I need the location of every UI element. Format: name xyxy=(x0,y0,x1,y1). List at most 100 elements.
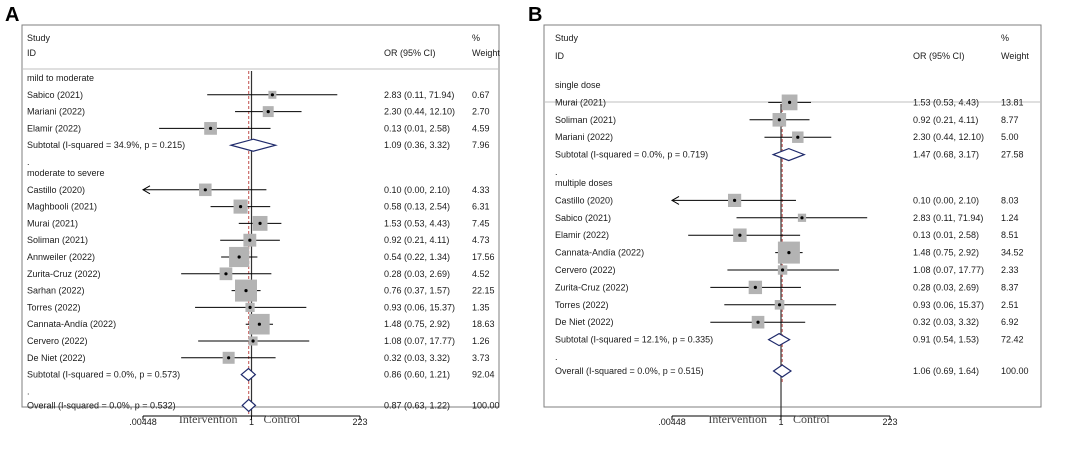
study-id: Castillo (2020) xyxy=(27,185,85,195)
x-tick-label: .00448 xyxy=(658,417,686,427)
study-weight: 34.52 xyxy=(1001,248,1024,258)
study-or-ci: 1.48 (0.75, 2.92) xyxy=(384,319,450,329)
study-weight: 13.81 xyxy=(1001,97,1024,107)
study-id: Sabico (2021) xyxy=(27,90,83,100)
subtotal-label: Subtotal (I-squared = 0.0%, p = 0.573) xyxy=(27,370,180,380)
subtotal-label: Subtotal (I-squared = 12.1%, p = 0.335) xyxy=(555,335,713,345)
study-point-estimate xyxy=(787,251,791,255)
study-point-estimate xyxy=(270,93,274,97)
study-or-ci: 1.53 (0.53, 4.43) xyxy=(913,97,979,107)
study-or-ci: 0.32 (0.03, 3.32) xyxy=(913,317,979,327)
study-id: Maghbooli (2021) xyxy=(27,202,97,212)
header-id: ID xyxy=(555,51,565,61)
header-percent: % xyxy=(472,33,480,43)
subtotal-weight: 92.04 xyxy=(472,370,495,380)
header-study: Study xyxy=(555,33,579,43)
panel-letter-a: A xyxy=(5,4,19,26)
study-id: Elamir (2022) xyxy=(555,230,609,240)
header-weight: Weight xyxy=(472,48,500,58)
subtotal-diamond xyxy=(228,138,278,152)
study-id: Castillo (2020) xyxy=(555,195,613,205)
subtotal-diamond xyxy=(771,147,806,162)
spacer-dot: . xyxy=(555,352,558,362)
subtotal-or-ci: 0.86 (0.60, 1.21) xyxy=(384,370,450,380)
study-weight: 5.00 xyxy=(1001,132,1019,142)
study-id: Zurita-Cruz (2022) xyxy=(27,269,101,279)
study-point-estimate xyxy=(227,356,231,360)
subtotal-label: Subtotal (I-squared = 34.9%, p = 0.215) xyxy=(27,140,185,150)
study-weight: 18.63 xyxy=(472,319,495,329)
header-weight: Weight xyxy=(1001,51,1029,61)
study-point-estimate xyxy=(248,305,252,309)
study-or-ci: 0.76 (0.37, 1.57) xyxy=(384,286,450,296)
study-point-estimate xyxy=(248,238,252,242)
study-point-estimate xyxy=(203,188,207,192)
study-or-ci: 0.92 (0.21, 4.11) xyxy=(384,235,449,245)
study-weight: 8.03 xyxy=(1001,195,1019,205)
study-id: Elamir (2022) xyxy=(27,123,81,133)
study-id: Zurita-Cruz (2022) xyxy=(555,282,629,292)
subtotal-or-ci: 0.91 (0.54, 1.53) xyxy=(913,335,979,345)
ci-arrow-left xyxy=(670,195,680,205)
ci-arrow-left xyxy=(141,185,151,195)
subtotal-weight: 7.96 xyxy=(472,140,490,150)
study-weight: 7.45 xyxy=(472,218,490,228)
study-id: Torres (2022) xyxy=(27,302,81,312)
intervention-label: Intervention xyxy=(708,412,767,426)
subgroup-label: mild to moderate xyxy=(27,73,94,83)
subtotal-or-ci: 1.09 (0.36, 3.32) xyxy=(384,140,450,150)
header-study: Study xyxy=(27,33,51,43)
study-id: Murai (2021) xyxy=(27,218,78,228)
study-id: Mariani (2022) xyxy=(27,107,85,117)
subgroup-label: single dose xyxy=(555,80,601,90)
x-tick-label: .00448 xyxy=(129,417,157,427)
subtotal-or-ci: 1.47 (0.68, 3.17) xyxy=(913,150,979,160)
x-tick-label: 1 xyxy=(779,417,784,427)
study-or-ci: 0.92 (0.21, 4.11) xyxy=(913,115,978,125)
overall-diamond xyxy=(772,364,793,378)
intervention-label: Intervention xyxy=(179,412,238,426)
study-weight: 1.26 xyxy=(472,336,490,346)
study-or-ci: 1.48 (0.75, 2.92) xyxy=(913,248,979,258)
subgroup-label: moderate to severe xyxy=(27,168,105,178)
x-tick-label: 223 xyxy=(352,417,367,427)
study-id: Cannata-Andía (2022) xyxy=(27,319,116,329)
subtotal-weight: 27.58 xyxy=(1001,150,1024,160)
study-or-ci: 0.13 (0.01, 2.58) xyxy=(913,230,979,240)
spacer-dot: . xyxy=(27,386,30,396)
study-point-estimate xyxy=(800,216,804,220)
study-or-ci: 0.93 (0.06, 15.37) xyxy=(913,300,984,310)
study-point-estimate xyxy=(244,289,248,293)
study-or-ci: 0.32 (0.03, 3.32) xyxy=(384,353,450,363)
spacer-dot: . xyxy=(555,167,558,177)
study-point-estimate xyxy=(251,339,255,343)
study-weight: 2.51 xyxy=(1001,300,1019,310)
subtotal-label: Subtotal (I-squared = 0.0%, p = 0.719) xyxy=(555,150,708,160)
subtotal-diamond xyxy=(240,367,257,382)
study-point-estimate xyxy=(258,221,262,225)
study-or-ci: 2.30 (0.44, 12.10) xyxy=(913,132,984,142)
study-or-ci: 0.10 (0.00, 2.10) xyxy=(384,185,450,195)
study-or-ci: 0.58 (0.13, 2.54) xyxy=(384,202,450,212)
overall-label: Overall (I-squared = 0.0%, p = 0.532) xyxy=(27,400,176,410)
overall-weight: 100.00 xyxy=(472,400,500,410)
forest-panel-a: A Study ID OR (95% CI)% Weight mild to modera… xyxy=(5,4,500,427)
header-or-ci: OR (95% CI) xyxy=(913,51,965,61)
control-label: Control xyxy=(264,412,301,426)
overall-or-ci: 1.06 (0.69, 1.64) xyxy=(913,366,979,376)
study-or-ci: 1.53 (0.53, 4.43) xyxy=(384,218,450,228)
overall-diamond xyxy=(241,398,257,413)
study-or-ci: 0.54 (0.22, 1.34) xyxy=(384,252,450,262)
study-point-estimate xyxy=(780,268,785,272)
study-point-estimate xyxy=(266,110,270,114)
study-id: Murai (2021) xyxy=(555,97,606,107)
study-point-estimate xyxy=(787,100,792,104)
study-weight: 0.67 xyxy=(472,90,490,100)
study-or-ci: 0.28 (0.03, 2.69) xyxy=(913,282,979,292)
study-point-estimate xyxy=(224,272,228,276)
study-weight: 8.77 xyxy=(1001,115,1019,125)
study-weight: 1.24 xyxy=(1001,213,1019,223)
study-or-ci: 1.08 (0.07, 17.77) xyxy=(384,336,455,346)
study-weight: 17.56 xyxy=(472,252,495,262)
